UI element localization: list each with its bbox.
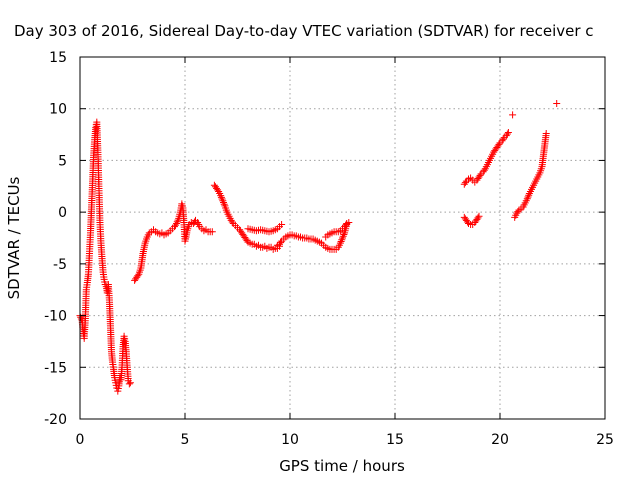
data-point — [220, 198, 227, 206]
data-points — [76, 100, 561, 395]
data-point — [208, 228, 216, 236]
data-point — [173, 220, 181, 228]
y-tick-label: 10 — [49, 102, 67, 118]
y-tick-label: 15 — [49, 50, 67, 66]
data-point — [217, 193, 225, 201]
data-point — [228, 218, 236, 226]
data-point — [219, 197, 227, 205]
axis-ticks: 0 5 10 15 20 25 -20 -15 -10 -5 0 5 10 15 — [44, 50, 614, 448]
data-point — [523, 195, 531, 203]
data-point — [474, 214, 482, 222]
data-point — [504, 129, 512, 137]
data-point — [495, 140, 503, 148]
data-point — [126, 379, 134, 387]
data-point — [339, 234, 346, 242]
data-point — [480, 166, 488, 174]
data-point — [214, 186, 222, 194]
data-point — [134, 272, 142, 280]
x-tick-label: 20 — [491, 432, 509, 448]
data-point — [475, 212, 483, 220]
data-point — [509, 111, 517, 119]
y-tick-label: -10 — [44, 309, 67, 325]
data-point — [339, 232, 347, 240]
data-point — [499, 135, 507, 143]
data-point — [172, 221, 180, 229]
data-point — [125, 380, 133, 388]
data-point — [217, 192, 225, 200]
data-point — [336, 239, 344, 247]
y-tick-label: 0 — [58, 205, 67, 221]
x-tick-label: 25 — [596, 432, 614, 448]
data-point — [190, 218, 198, 226]
plot-frame — [79, 56, 606, 420]
y-tick-label: -20 — [44, 412, 67, 428]
y-tick-label: 5 — [58, 153, 67, 169]
x-axis-label: GPS time / hours — [279, 457, 405, 475]
data-point — [218, 195, 226, 203]
data-point — [524, 193, 532, 201]
data-point — [338, 236, 346, 244]
data-point — [345, 218, 353, 226]
data-point — [461, 179, 469, 187]
data-point — [525, 191, 533, 199]
x-tick-label: 5 — [181, 432, 190, 448]
data-point — [503, 130, 511, 138]
data-point — [476, 171, 484, 179]
data-point — [340, 231, 348, 239]
y-tick-label: -5 — [53, 257, 67, 273]
data-point — [173, 218, 181, 226]
data-point — [542, 130, 550, 138]
x-tick-label: 15 — [386, 432, 404, 448]
data-point — [278, 221, 286, 229]
x-tick-label: 10 — [281, 432, 299, 448]
data-point — [337, 237, 345, 245]
data-point — [553, 100, 561, 108]
x-tick-label: 0 — [76, 432, 85, 448]
chart-title: Day 303 of 2016, Sidereal Day-to-day VTE… — [14, 22, 594, 40]
y-axis-label: SDTVAR / TECUs — [5, 176, 23, 299]
y-tick-label: -15 — [44, 360, 67, 376]
data-point — [77, 313, 85, 321]
data-point — [277, 239, 285, 247]
data-point — [220, 200, 228, 208]
